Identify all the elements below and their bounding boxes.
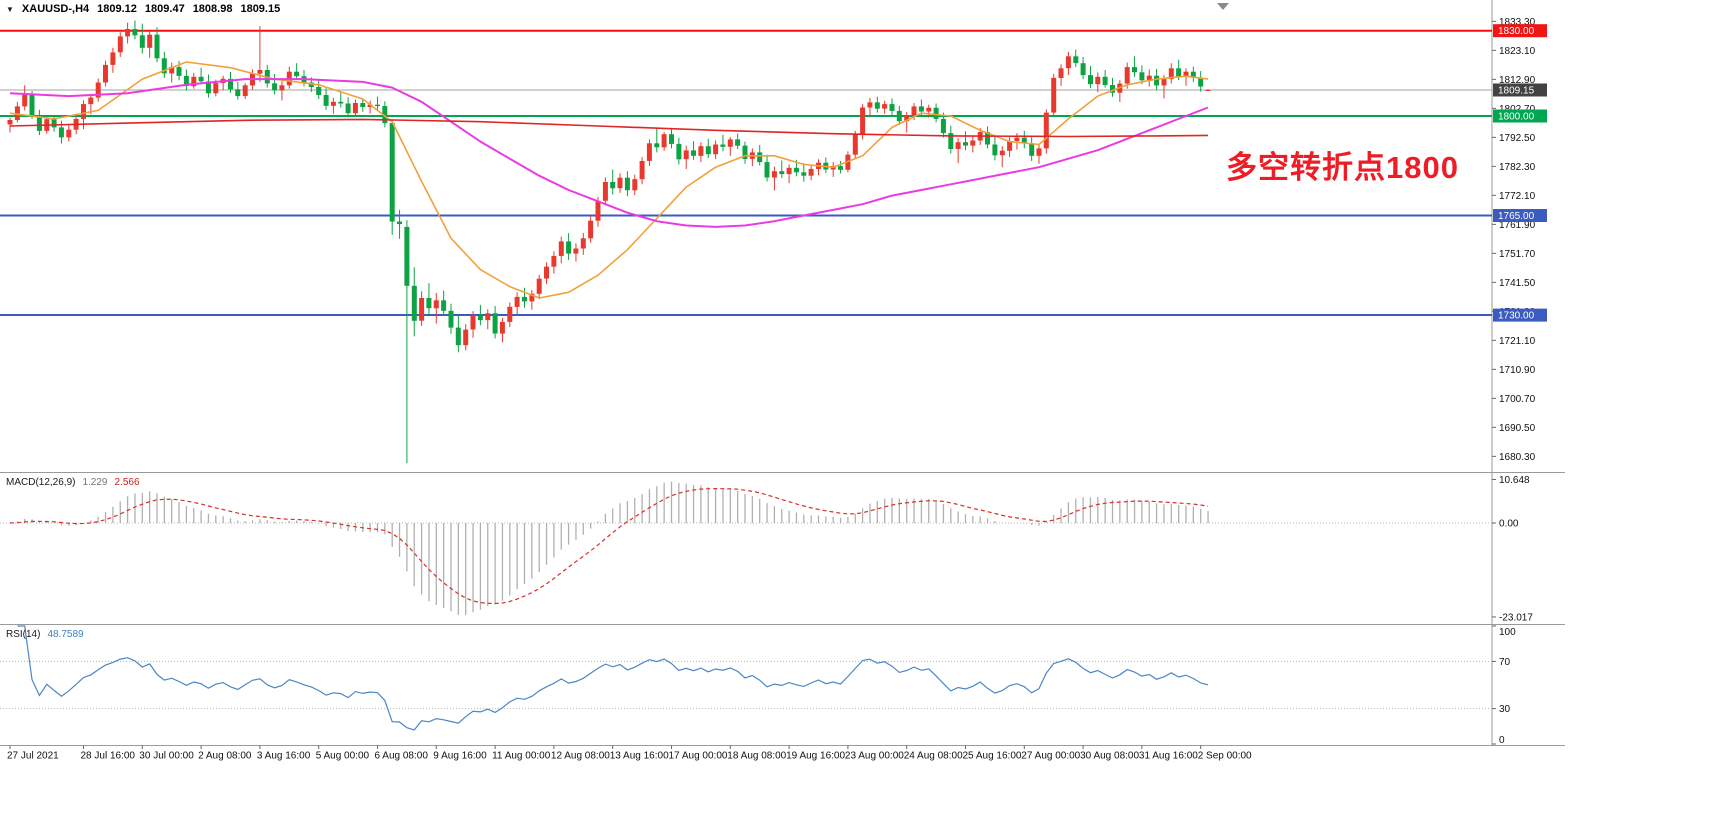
macd-indicator-label: MACD(12,26,9) 1.229 2.566 bbox=[6, 477, 140, 488]
rsi-indicator-label: RSI(14) 48.7589 bbox=[6, 629, 84, 640]
svg-text:100: 100 bbox=[1499, 627, 1516, 638]
svg-text:19 Aug 16:00: 19 Aug 16:00 bbox=[786, 751, 845, 762]
svg-text:12 Aug 08:00: 12 Aug 08:00 bbox=[551, 751, 610, 762]
svg-text:1833.30: 1833.30 bbox=[1499, 17, 1536, 28]
svg-text:5 Aug 00:00: 5 Aug 00:00 bbox=[316, 751, 370, 762]
svg-text:1830.00: 1830.00 bbox=[1498, 26, 1535, 37]
svg-text:70: 70 bbox=[1499, 657, 1511, 668]
svg-text:30 Aug 08:00: 30 Aug 08:00 bbox=[1080, 751, 1139, 762]
svg-text:1741.50: 1741.50 bbox=[1499, 278, 1536, 289]
time-axis[interactable]: 27 Jul 2021 28 Jul 16:00 30 Jul 00:00 2 Aug… bbox=[7, 745, 1252, 762]
svg-text:11 Aug 00:00: 11 Aug 00:00 bbox=[492, 751, 551, 762]
annotation-text[interactable]: 多空转折点1800 bbox=[1226, 150, 1459, 185]
svg-text:0.00: 0.00 bbox=[1499, 518, 1519, 529]
svg-text:6 Aug 08:00: 6 Aug 08:00 bbox=[375, 751, 429, 762]
price-flags: 1830.00 1800.00 1765.00 1730.00 1809.15 bbox=[1493, 24, 1547, 322]
svg-text:28 Jul 16:00: 28 Jul 16:00 bbox=[81, 751, 136, 762]
horizontal-price-lines[interactable] bbox=[0, 29, 1492, 317]
svg-text:1772.10: 1772.10 bbox=[1499, 191, 1536, 202]
svg-text:1700.70: 1700.70 bbox=[1499, 394, 1536, 405]
svg-text:3 Aug 16:00: 3 Aug 16:00 bbox=[257, 751, 311, 762]
macd-signal-line bbox=[9, 487, 1209, 605]
macd-name: MACD(12,26,9) bbox=[6, 477, 76, 488]
symbol-dropdown-icon[interactable]: ▼ bbox=[6, 4, 14, 14]
svg-text:1823.10: 1823.10 bbox=[1499, 46, 1536, 57]
symbol-ohlc-bar: ▼ XAUUSD-,H4 1809.12 1809.47 1808.98 180… bbox=[6, 3, 280, 15]
symbol-label: XAUUSD-,H4 bbox=[21, 3, 90, 15]
svg-text:1690.50: 1690.50 bbox=[1499, 423, 1536, 434]
svg-text:24 Aug 08:00: 24 Aug 08:00 bbox=[904, 751, 963, 762]
svg-text:1765.00: 1765.00 bbox=[1498, 211, 1535, 222]
svg-text:23 Aug 00:00: 23 Aug 00:00 bbox=[845, 751, 904, 762]
rsi-value: 48.7589 bbox=[47, 629, 84, 640]
svg-text:1782.30: 1782.30 bbox=[1499, 162, 1536, 173]
svg-text:1730.00: 1730.00 bbox=[1498, 311, 1535, 322]
macd-signal-value: 2.566 bbox=[114, 477, 140, 488]
candlesticks[interactable] bbox=[7, 20, 1211, 464]
svg-text:17 Aug 00:00: 17 Aug 00:00 bbox=[669, 751, 728, 762]
svg-text:1761.90: 1761.90 bbox=[1499, 220, 1536, 231]
moving-average-lines bbox=[9, 61, 1209, 299]
svg-text:1809.15: 1809.15 bbox=[1498, 86, 1535, 97]
ma-mid-magenta bbox=[9, 78, 1209, 228]
svg-text:0: 0 bbox=[1499, 735, 1505, 746]
chart-shift-marker-icon[interactable] bbox=[1217, 3, 1229, 10]
svg-text:1710.90: 1710.90 bbox=[1499, 365, 1536, 376]
svg-text:1792.50: 1792.50 bbox=[1499, 133, 1536, 144]
rsi-panel[interactable]: 100 70 30 0 bbox=[0, 625, 1516, 746]
ma-slow-red bbox=[9, 118, 1209, 138]
macd-main-value: 1.229 bbox=[82, 477, 108, 488]
svg-text:1751.70: 1751.70 bbox=[1499, 249, 1536, 260]
svg-text:18 Aug 08:00: 18 Aug 08:00 bbox=[727, 751, 786, 762]
svg-text:1721.10: 1721.10 bbox=[1499, 336, 1536, 347]
ohlc-open: 1809.12 bbox=[97, 3, 137, 15]
svg-text:1800.00: 1800.00 bbox=[1498, 112, 1535, 123]
svg-text:30: 30 bbox=[1499, 704, 1511, 715]
svg-text:30 Jul 00:00: 30 Jul 00:00 bbox=[139, 751, 194, 762]
price-axis[interactable]: 1833.30 1823.10 1812.90 1802.70 1792.50 1782.… bbox=[1492, 17, 1536, 463]
svg-text:2 Aug 08:00: 2 Aug 08:00 bbox=[198, 751, 252, 762]
svg-text:1812.90: 1812.90 bbox=[1499, 75, 1536, 86]
svg-text:27 Jul 2021: 27 Jul 2021 bbox=[7, 751, 59, 762]
svg-text:27 Aug 00:00: 27 Aug 00:00 bbox=[1021, 751, 1080, 762]
svg-text:9 Aug 16:00: 9 Aug 16:00 bbox=[433, 751, 487, 762]
svg-text:25 Aug 16:00: 25 Aug 16:00 bbox=[963, 751, 1022, 762]
rsi-name: RSI(14) bbox=[6, 629, 41, 640]
svg-text:31 Aug 16:00: 31 Aug 16:00 bbox=[1139, 751, 1198, 762]
ohlc-low: 1808.98 bbox=[192, 3, 233, 15]
svg-text:1802.70: 1802.70 bbox=[1499, 104, 1536, 115]
svg-text:-23.017: -23.017 bbox=[1499, 612, 1533, 623]
panel-separators bbox=[0, 0, 1565, 746]
svg-text:1680.30: 1680.30 bbox=[1499, 452, 1536, 463]
ma-fast-orange bbox=[9, 61, 1209, 299]
svg-text:2 Sep 00:00: 2 Sep 00:00 bbox=[1198, 751, 1252, 762]
ohlc-close: 1809.15 bbox=[240, 3, 281, 15]
macd-panel[interactable]: 10.648 0.00 -23.017 bbox=[0, 475, 1533, 623]
rsi-line bbox=[17, 625, 1209, 731]
chart-canvas[interactable]: 1833.30 1823.10 1812.90 1802.70 1792.50 1782.… bbox=[0, 0, 1565, 839]
ohlc-high: 1809.47 bbox=[144, 3, 185, 15]
svg-text:13 Aug 16:00: 13 Aug 16:00 bbox=[610, 751, 669, 762]
svg-text:10.648: 10.648 bbox=[1499, 475, 1530, 486]
